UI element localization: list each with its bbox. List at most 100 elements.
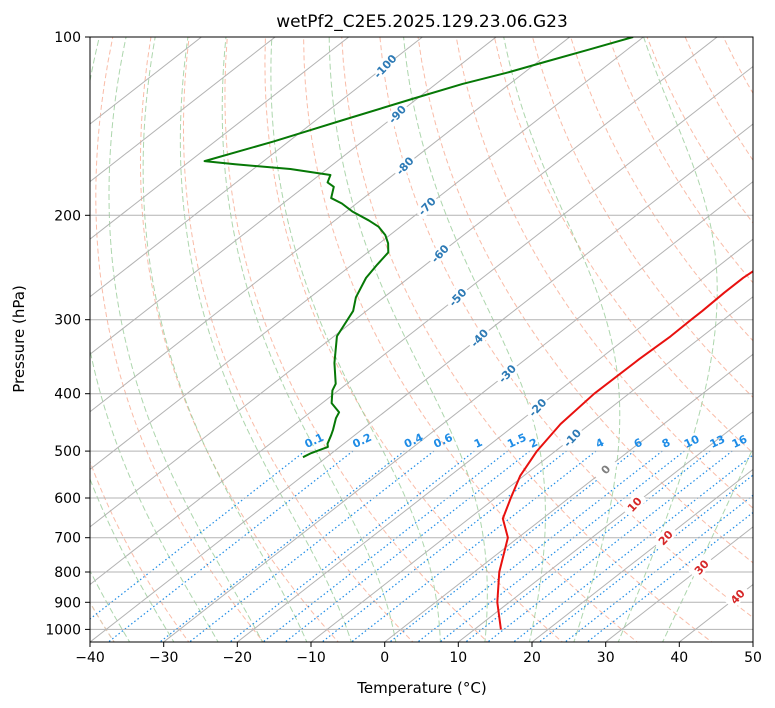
dry-adiabat-line	[90, 460, 190, 642]
dry-adiabat-line	[417, 37, 753, 564]
isotherm-line	[90, 37, 424, 298]
x-tick-label: −20	[223, 650, 253, 666]
mixing-ratio-line	[416, 450, 663, 642]
dry-adiabat-line	[224, 37, 489, 642]
mixing-ratio-label: 0.1	[303, 431, 326, 451]
mixing-ratio-line	[564, 494, 753, 642]
y-tick-label: 1000	[45, 622, 81, 638]
chart-title: wetPf2_C2E5.2025.129.23.06.G23	[276, 12, 568, 32]
y-tick-label: 900	[54, 595, 81, 611]
isotherm-label-bg	[688, 553, 715, 581]
mixing-ratio-line	[158, 450, 405, 642]
isotherm-line	[90, 37, 203, 125]
moist-adiabat-line	[403, 37, 546, 642]
isotherm-line	[531, 468, 753, 642]
moist-adiabat-line	[328, 37, 488, 642]
mixing-ratio-label: 0.4	[402, 431, 425, 451]
x-tick-label: 30	[597, 650, 615, 666]
isotherm-label-bg	[444, 283, 471, 311]
x-tick-label: −10	[296, 650, 326, 666]
mixing-ratio-label: 8	[660, 436, 672, 451]
x-axis-label: Temperature (°C)	[356, 679, 486, 697]
temperature-line	[496, 270, 753, 630]
dewpoint-line	[203, 37, 634, 459]
mixing-ratio-label: 20	[756, 432, 775, 450]
x-tick-label: 10	[449, 650, 467, 666]
isotherm-label-bg	[724, 583, 751, 610]
isotherm-label-bg	[383, 100, 410, 128]
moist-adiabat-line	[90, 477, 175, 642]
isotherm-line	[678, 583, 753, 642]
mixing-ratio-label: 1	[472, 436, 484, 451]
mixing-ratio-label: 10	[682, 432, 702, 450]
moist-adiabat-line	[617, 37, 718, 642]
x-tick-label: −40	[75, 650, 105, 666]
isotherm-label-bg	[391, 152, 418, 179]
x-tick-label: 40	[670, 650, 688, 666]
isotherm-line	[90, 37, 645, 471]
mixing-ratio-label: 6	[632, 436, 645, 451]
y-tick-label: 700	[54, 531, 81, 547]
isotherm-line	[90, 37, 350, 240]
isotherm-label-bg	[413, 192, 440, 220]
x-tick-label: 50	[744, 650, 762, 666]
dry-adiabat-line	[95, 37, 265, 642]
mixing-ratio-line	[90, 450, 306, 620]
dry-adiabats	[90, 37, 775, 644]
moist-adiabat-line	[270, 37, 441, 642]
plot-area: 0.10.20.40.611.52346810131620253036-100-…	[90, 37, 775, 644]
y-tick-label: 400	[54, 387, 81, 403]
dry-adiabat-line	[493, 37, 753, 454]
isotherm-label-bg	[371, 52, 398, 80]
isotherm-label-bg	[493, 360, 520, 387]
dry-adiabat-line	[684, 37, 753, 162]
y-tick-label: 200	[54, 208, 81, 224]
dry-adiabat-line	[722, 37, 753, 95]
moist-adiabat-line	[662, 446, 753, 642]
dry-adiabat-line	[532, 37, 753, 398]
y-axis-ticks: 100 200 300 400 500 600 700 800 900 1000	[45, 30, 90, 638]
y-axis-label: Pressure (hPa)	[10, 285, 28, 393]
y-tick-label: 600	[54, 491, 81, 507]
moist-adiabat-line	[503, 37, 621, 642]
isotherm-line	[604, 526, 753, 642]
isotherm-line	[310, 296, 753, 642]
dry-adiabat-line	[761, 37, 775, 644]
y-tick-label: 500	[54, 444, 81, 460]
y-tick-label: 800	[54, 565, 81, 581]
x-axis-ticks: −40 −30 −20 −10 0 10 20 30 40 50	[75, 642, 762, 666]
mixing-ratio-line	[486, 450, 733, 642]
dry-adiabat-line	[139, 37, 339, 642]
x-tick-label: −30	[149, 650, 179, 666]
isotherm-line	[90, 37, 276, 183]
dry-adiabat-line	[182, 37, 414, 642]
mixing-ratio-label: 13	[708, 433, 727, 451]
x-tick-label: 20	[523, 650, 541, 666]
mixing-ratio-line	[262, 450, 508, 642]
moist-adiabat-line	[221, 37, 397, 642]
isotherm-line	[162, 180, 753, 642]
isotherm-line	[752, 641, 753, 642]
plot-frame	[89, 36, 754, 643]
isotherm-line	[457, 411, 753, 642]
x-tick-label: 0	[380, 650, 389, 666]
dry-adiabat-line	[608, 37, 753, 284]
isotherm-label-bg	[558, 424, 585, 451]
isotherm-line	[383, 353, 753, 642]
moist-adiabat-line	[142, 37, 308, 642]
mixing-ratio-label: 0.2	[351, 431, 374, 451]
isotherm-line	[90, 65, 753, 586]
isotherm-label-bg	[524, 393, 551, 421]
mixing-ratio-lines	[90, 450, 753, 642]
y-tick-label: 300	[54, 313, 81, 329]
mixing-ratio-line	[321, 450, 567, 642]
isotherm-label-bg	[592, 455, 619, 483]
sounding-series	[203, 37, 753, 630]
mixing-ratio-line	[188, 450, 435, 642]
isotherm-line	[236, 238, 753, 642]
mixing-ratio-line	[228, 450, 475, 642]
isotherm-label-bg	[465, 324, 492, 351]
isotherm-label-bg	[621, 490, 648, 518]
mixing-ratio-label: 16	[730, 432, 750, 450]
